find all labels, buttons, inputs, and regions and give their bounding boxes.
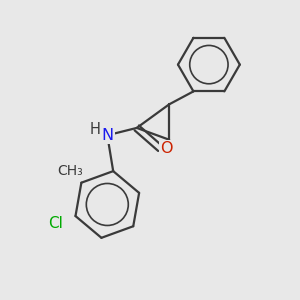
Text: H: H — [89, 122, 100, 137]
Text: Cl: Cl — [48, 216, 63, 231]
Text: O: O — [160, 141, 173, 156]
Text: N: N — [101, 128, 113, 143]
Text: CH₃: CH₃ — [57, 164, 83, 178]
